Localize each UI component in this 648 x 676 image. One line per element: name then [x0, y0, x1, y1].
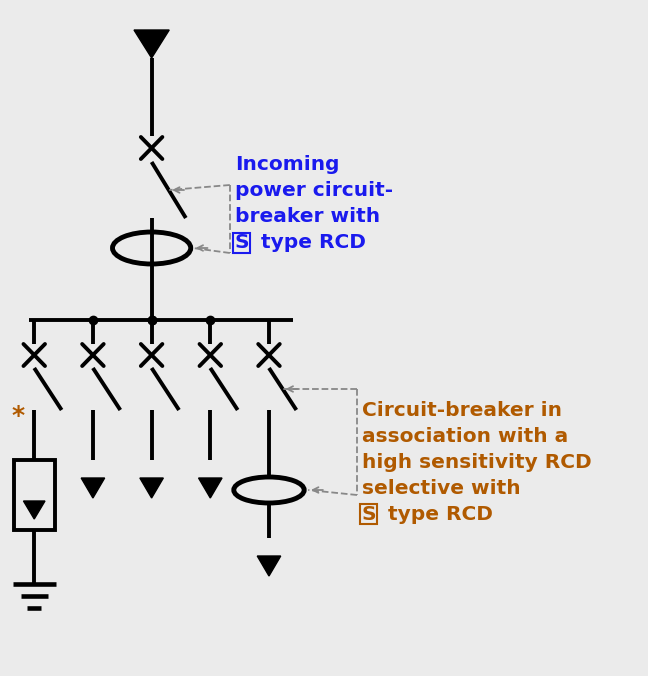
Polygon shape — [81, 478, 105, 498]
Text: *: * — [12, 404, 25, 428]
Text: high sensitivity RCD: high sensitivity RCD — [362, 452, 592, 471]
Text: S: S — [235, 233, 249, 253]
Text: breaker with: breaker with — [235, 208, 380, 226]
Text: association with a: association with a — [362, 427, 568, 445]
Text: type RCD: type RCD — [253, 233, 365, 253]
Text: selective with: selective with — [362, 479, 520, 498]
Text: Incoming: Incoming — [235, 155, 340, 174]
Polygon shape — [198, 478, 222, 498]
Text: Circuit-breaker in: Circuit-breaker in — [362, 400, 562, 420]
Text: power circuit-: power circuit- — [235, 181, 393, 201]
Text: S: S — [362, 504, 376, 523]
Text: type RCD: type RCD — [381, 504, 492, 523]
Bar — [14, 460, 55, 530]
Polygon shape — [140, 478, 163, 498]
Polygon shape — [134, 30, 169, 58]
Polygon shape — [257, 556, 281, 576]
Polygon shape — [23, 501, 45, 519]
